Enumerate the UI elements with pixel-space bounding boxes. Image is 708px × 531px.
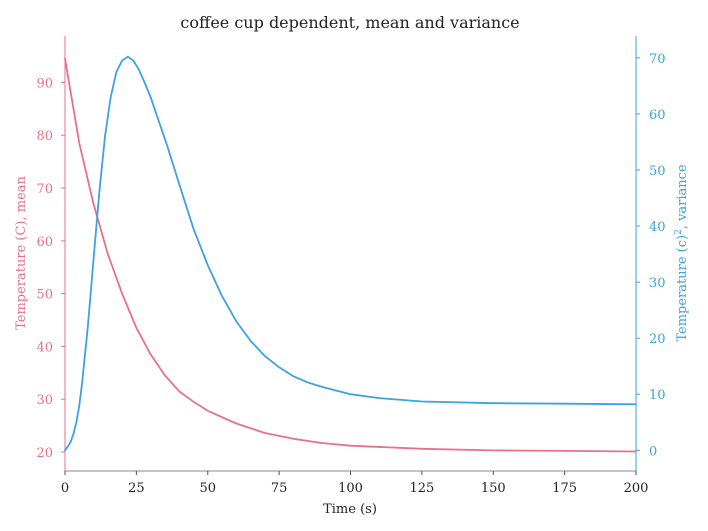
y-right-tick-label: 40 bbox=[649, 220, 666, 235]
x-tick-label: 175 bbox=[552, 481, 577, 496]
y-axis-right-label-sup: 2 bbox=[674, 229, 684, 235]
x-tick-label: 100 bbox=[338, 481, 363, 496]
y-axis-right-label-tail: , variance bbox=[675, 164, 690, 229]
series-layer bbox=[64, 55, 637, 453]
y-left-tick-label: 40 bbox=[36, 340, 53, 355]
y-left-tick-label: 90 bbox=[36, 76, 53, 91]
series-line-mean bbox=[64, 57, 637, 453]
x-tick-label: 125 bbox=[409, 481, 434, 496]
y-right-tick-label: 50 bbox=[649, 164, 666, 179]
chart-title: coffee cup dependent, mean and variance bbox=[180, 13, 519, 32]
y-right-tick-label: 0 bbox=[649, 444, 657, 459]
y-axis-right-label: Temperature (c)2, variance bbox=[674, 164, 690, 342]
x-tick-label: 150 bbox=[481, 481, 506, 496]
axes: 0 25 50 75 100 125 150 175 200 20 30 40 50 60 70 80 90 0 1… bbox=[36, 36, 666, 496]
y-right-tick-label: 60 bbox=[649, 108, 666, 123]
y-left-tick-label: 70 bbox=[36, 182, 53, 197]
x-axis-label: Time (s) bbox=[323, 502, 377, 517]
y-right-tick-label: 70 bbox=[649, 52, 666, 67]
x-tick-label: 75 bbox=[271, 481, 288, 496]
x-tick-label: 0 bbox=[61, 481, 69, 496]
y-left-tick-label: 50 bbox=[36, 288, 53, 303]
y-left-tick-label: 20 bbox=[36, 446, 53, 461]
x-tick-label: 25 bbox=[128, 481, 145, 496]
x-tick-label: 200 bbox=[624, 481, 649, 496]
y-left-tick-label: 30 bbox=[36, 393, 53, 408]
y-right-tick-label: 30 bbox=[649, 276, 666, 291]
y-axis-left-label: Temperature (C), mean bbox=[14, 175, 29, 329]
y-right-tick-label: 10 bbox=[649, 388, 666, 403]
y-right-tick-label: 20 bbox=[649, 332, 666, 347]
y-left-tick-label: 80 bbox=[36, 129, 53, 144]
y-axis-right-label-main: Temperature (c) bbox=[675, 235, 690, 342]
x-tick-label: 50 bbox=[199, 481, 216, 496]
series-line-variance bbox=[64, 55, 637, 452]
y-left-tick-label: 60 bbox=[36, 235, 53, 250]
